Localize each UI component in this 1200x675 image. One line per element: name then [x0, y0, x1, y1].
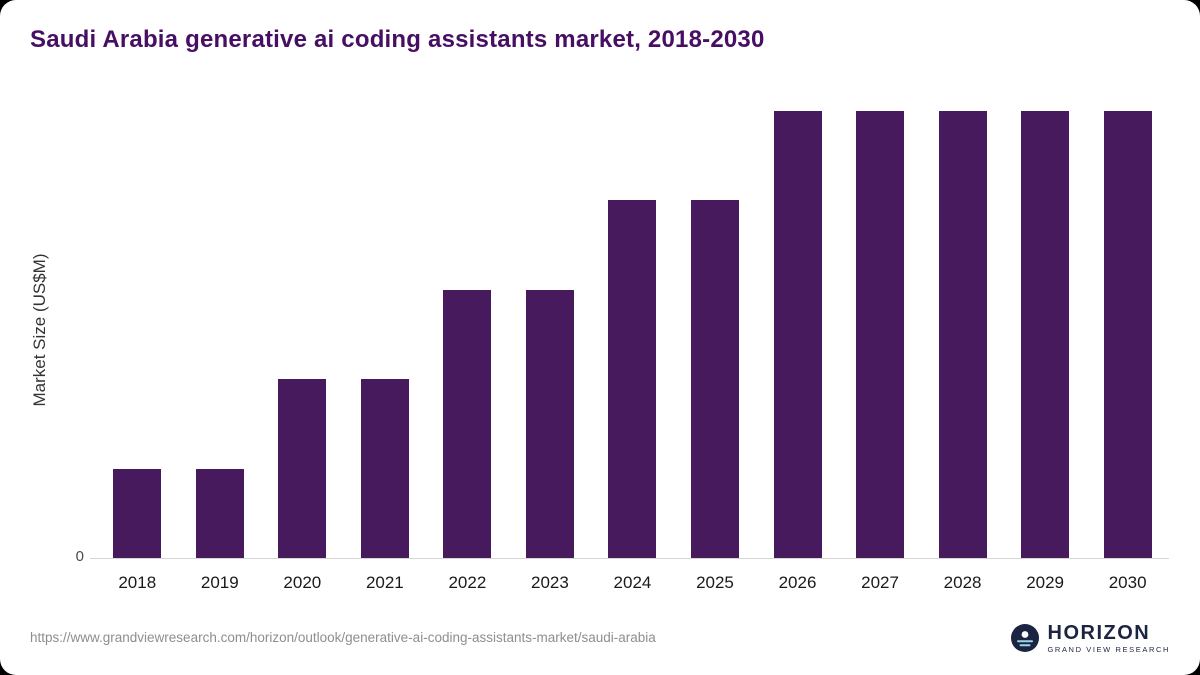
- bar-2030: [1103, 111, 1152, 558]
- x-tick-label: 2020: [283, 573, 322, 592]
- bar-slot: [591, 111, 674, 558]
- source-url: https://www.grandviewresearch.com/horizo…: [30, 630, 656, 646]
- bar-slot: [1004, 111, 1087, 558]
- bars-area: 2018 2019 2020 2021 2022 2023 2024 2025 2026 2027…: [96, 111, 1169, 593]
- bar-slot: [344, 111, 427, 558]
- bar-column: 2018: [96, 111, 179, 593]
- bar-slot: [509, 111, 592, 558]
- bar-column: 2020: [261, 111, 344, 593]
- x-tick-label: 2023: [531, 573, 569, 592]
- footer: https://www.grandviewresearch.com/horizo…: [30, 623, 1170, 654]
- bar-2024: [608, 200, 657, 558]
- bar-slot: [921, 111, 1004, 558]
- bar-2025: [690, 200, 739, 558]
- horizon-logo-icon: [1010, 623, 1039, 652]
- bar-slot: [261, 111, 344, 558]
- bar-2027: [856, 111, 905, 558]
- bar-2019: [195, 468, 244, 558]
- bar-2029: [1021, 111, 1070, 558]
- y-tick-zero-label: 0: [75, 548, 84, 565]
- bar-2022: [443, 289, 492, 558]
- bar-slot: [839, 111, 922, 558]
- x-tick-label: 2028: [943, 573, 982, 592]
- x-tick-label: 2025: [696, 573, 734, 592]
- bar-column: 2025: [674, 111, 757, 593]
- chart-title: Saudi Arabia generative ai coding assist…: [30, 26, 765, 53]
- logo-subtitle: GRAND VIEW RESEARCH: [1047, 644, 1170, 654]
- x-axis-line: [90, 558, 1169, 559]
- horizon-logo: HORIZON GRAND VIEW RESEARCH: [1010, 623, 1171, 654]
- bar-slot: [179, 111, 262, 558]
- logo-title: HORIZON: [1047, 621, 1151, 644]
- y-axis-label: Market Size (US$M): [30, 253, 49, 407]
- bar-slot: [674, 111, 757, 558]
- x-tick-label: 2022: [448, 573, 487, 592]
- bar-2023: [525, 289, 574, 558]
- x-tick-label: 2019: [200, 573, 239, 592]
- bar-slot: [426, 111, 509, 558]
- x-tick-label: 2026: [778, 573, 817, 592]
- bar-column: 2029: [1004, 111, 1087, 593]
- bar-column: 2024: [591, 111, 674, 593]
- bar-2020: [278, 379, 327, 558]
- x-tick-label: 2021: [365, 573, 404, 592]
- horizon-logo-text: HORIZON GRAND VIEW RESEARCH: [1048, 623, 1171, 654]
- x-tick-label: 2018: [118, 573, 157, 592]
- bar-2018: [113, 468, 162, 558]
- bar-slot: [96, 111, 179, 558]
- x-tick-label: 2029: [1026, 573, 1065, 592]
- bar-column: 2023: [509, 111, 592, 593]
- bar-2028: [938, 111, 987, 558]
- bar-column: 2022: [426, 111, 509, 593]
- bar-slot: [1086, 111, 1169, 558]
- bar-column: 2021: [344, 111, 427, 593]
- bar-column: 2026: [756, 111, 839, 593]
- bar-column: 2030: [1086, 111, 1169, 593]
- x-tick-label: 2027: [861, 573, 899, 592]
- bar-slot: [756, 111, 839, 558]
- x-tick-label: 2030: [1108, 573, 1147, 592]
- bar-column: 2028: [921, 111, 1004, 593]
- bar-2026: [773, 111, 822, 558]
- bar-column: 2027: [839, 111, 922, 593]
- bar-2021: [360, 379, 409, 558]
- bar-column: 2019: [179, 111, 262, 593]
- x-tick-label: 2024: [613, 573, 652, 592]
